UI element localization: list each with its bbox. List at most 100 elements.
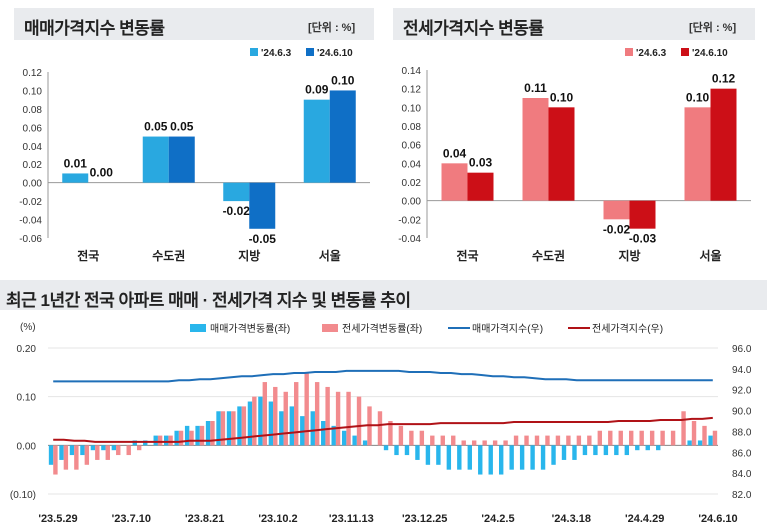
x-tick-label: '24.6.10	[698, 513, 737, 525]
category-label: 전국	[77, 248, 99, 263]
sale-change-bar	[582, 445, 588, 456]
bar-value-label: -0.02	[223, 204, 251, 218]
x-tick-label: '24.4.29	[625, 513, 664, 525]
y-tick-label: 0.00	[23, 179, 43, 190]
category-label: 수도권	[532, 249, 565, 263]
sale-change-bar	[530, 445, 535, 470]
rent-change-bar	[618, 430, 623, 446]
trend-title-bar	[0, 280, 767, 310]
legend-swatch	[306, 48, 314, 56]
right-tick-label: 84.0	[732, 469, 752, 480]
legend-label: 매매가격변동률(좌)	[210, 322, 290, 335]
bar-수도권-1	[548, 107, 575, 201]
rent-change-bar	[471, 440, 477, 446]
bar-지방-0	[223, 182, 250, 202]
category-label: 수도권	[152, 249, 185, 263]
bar-전국-0	[62, 173, 89, 183]
x-tick-label: '24.2.5	[481, 513, 514, 525]
rent-change-bar	[597, 430, 603, 446]
rent-change-bar	[430, 435, 435, 446]
x-tick-label: '23.11.13	[329, 513, 374, 525]
left-tick-label: 0.20	[17, 344, 37, 355]
category-label: 전국	[456, 248, 478, 263]
rent-change-bar	[126, 445, 131, 456]
rent-change-bar	[95, 445, 100, 460]
bar-value-label: 0.11	[524, 81, 547, 95]
rent-change-bar	[220, 411, 226, 446]
left-tick-label: 0.00	[17, 441, 37, 452]
sale-change-bar	[697, 440, 703, 446]
y-tick-label: 0.04	[402, 159, 422, 170]
right-tick-label: 94.0	[732, 365, 752, 376]
legend-label: '24.6.10	[317, 48, 353, 59]
sale-change-bar	[90, 445, 96, 451]
sale-change-bar	[321, 421, 326, 446]
bar-value-label: 0.05	[144, 120, 168, 134]
rent-change-bar	[545, 435, 550, 446]
rent-change-bar	[241, 406, 247, 446]
sale-change-bar	[383, 445, 389, 451]
left-unit-label: (%)	[20, 322, 36, 333]
rent-change-bar	[273, 386, 278, 446]
category-label: 서울	[319, 248, 341, 263]
bar-value-label: 0.01	[64, 156, 88, 170]
trend-combo-chart: (%) 매매가격변동률(좌) 전세가격변동률(좌) 매매가격지수(우) 전세가격지수(우…	[10, 322, 752, 525]
sale-change-bar	[656, 445, 661, 451]
sale-change-bar	[310, 411, 315, 446]
right-tick-label: 92.0	[732, 386, 752, 397]
y-tick-label: -0.04	[398, 234, 421, 245]
x-tick-label: '23.8.21	[185, 513, 224, 525]
sale-change-bar	[69, 445, 75, 456]
rent-change-bar	[587, 435, 592, 446]
sale-change-bar	[708, 435, 713, 446]
bar-수도권-0	[142, 136, 169, 183]
bar-value-label: -0.03	[629, 232, 657, 246]
legend-swatch	[250, 48, 258, 56]
y-tick-label: 0.12	[402, 85, 422, 96]
sale-change-bar	[279, 411, 284, 446]
sale-change-bar	[80, 445, 85, 456]
rent-change-bar	[566, 435, 571, 446]
sale-change-bar	[436, 445, 441, 465]
sale-change-bar	[331, 425, 336, 446]
sale-change-bar	[540, 445, 546, 470]
left-tick-label: 0.10	[17, 393, 37, 404]
right-tick-label: 90.0	[732, 407, 752, 418]
rent-panel-title-bar: 전세가격지수 변동률 [단위 : %]	[393, 8, 755, 40]
rent-change-bar	[304, 372, 309, 446]
sale-change-bar	[635, 445, 640, 451]
y-tick-label: 0.08	[23, 105, 43, 116]
left-tick-label: (0.10)	[10, 490, 36, 501]
rent-change-bar	[178, 430, 184, 446]
bar-value-label: 0.12	[712, 72, 736, 86]
bar-서울-1	[329, 90, 356, 183]
sale-change-bar	[352, 435, 357, 446]
rent-change-bar	[189, 430, 194, 446]
legend-swatch	[322, 324, 338, 332]
rent-change-bar	[168, 435, 173, 446]
rent-change-bar	[702, 425, 707, 446]
rent-change-bar-chart: 0.140.120.100.080.060.040.020.00-0.02-0.…	[398, 48, 751, 263]
sale-change-bar	[593, 445, 598, 456]
sale-change-bar	[467, 445, 472, 470]
sale-change-bar	[478, 445, 483, 475]
bar-value-label: 0.10	[550, 90, 574, 104]
trend-chart-title: 최근 1년간 전국 아파트 매매 · 전세가격 지수 및 변동률 추이	[6, 291, 411, 310]
rent-change-bar	[503, 440, 508, 446]
rent-change-bar	[681, 411, 686, 446]
rent-change-bar	[63, 445, 69, 470]
y-tick-label: 0.04	[23, 142, 43, 153]
rent-change-bar	[262, 382, 268, 446]
rent-change-bar	[199, 425, 205, 446]
rent-change-bar	[482, 440, 487, 446]
bar-전국-1	[467, 172, 494, 201]
legend-label: 전세가격변동률(좌)	[342, 322, 422, 335]
y-tick-label: 0.10	[402, 103, 422, 114]
sale-change-bar	[624, 445, 630, 456]
rent-change-bar	[346, 391, 351, 446]
rent-change-bar	[388, 421, 393, 446]
bar-수도권-1	[168, 136, 195, 183]
x-tick-label: '23.5.29	[38, 513, 77, 525]
sale-panel-title-bar: 매매가격지수 변동률 [단위 : %]	[14, 8, 374, 40]
rent-change-bar	[325, 386, 330, 446]
